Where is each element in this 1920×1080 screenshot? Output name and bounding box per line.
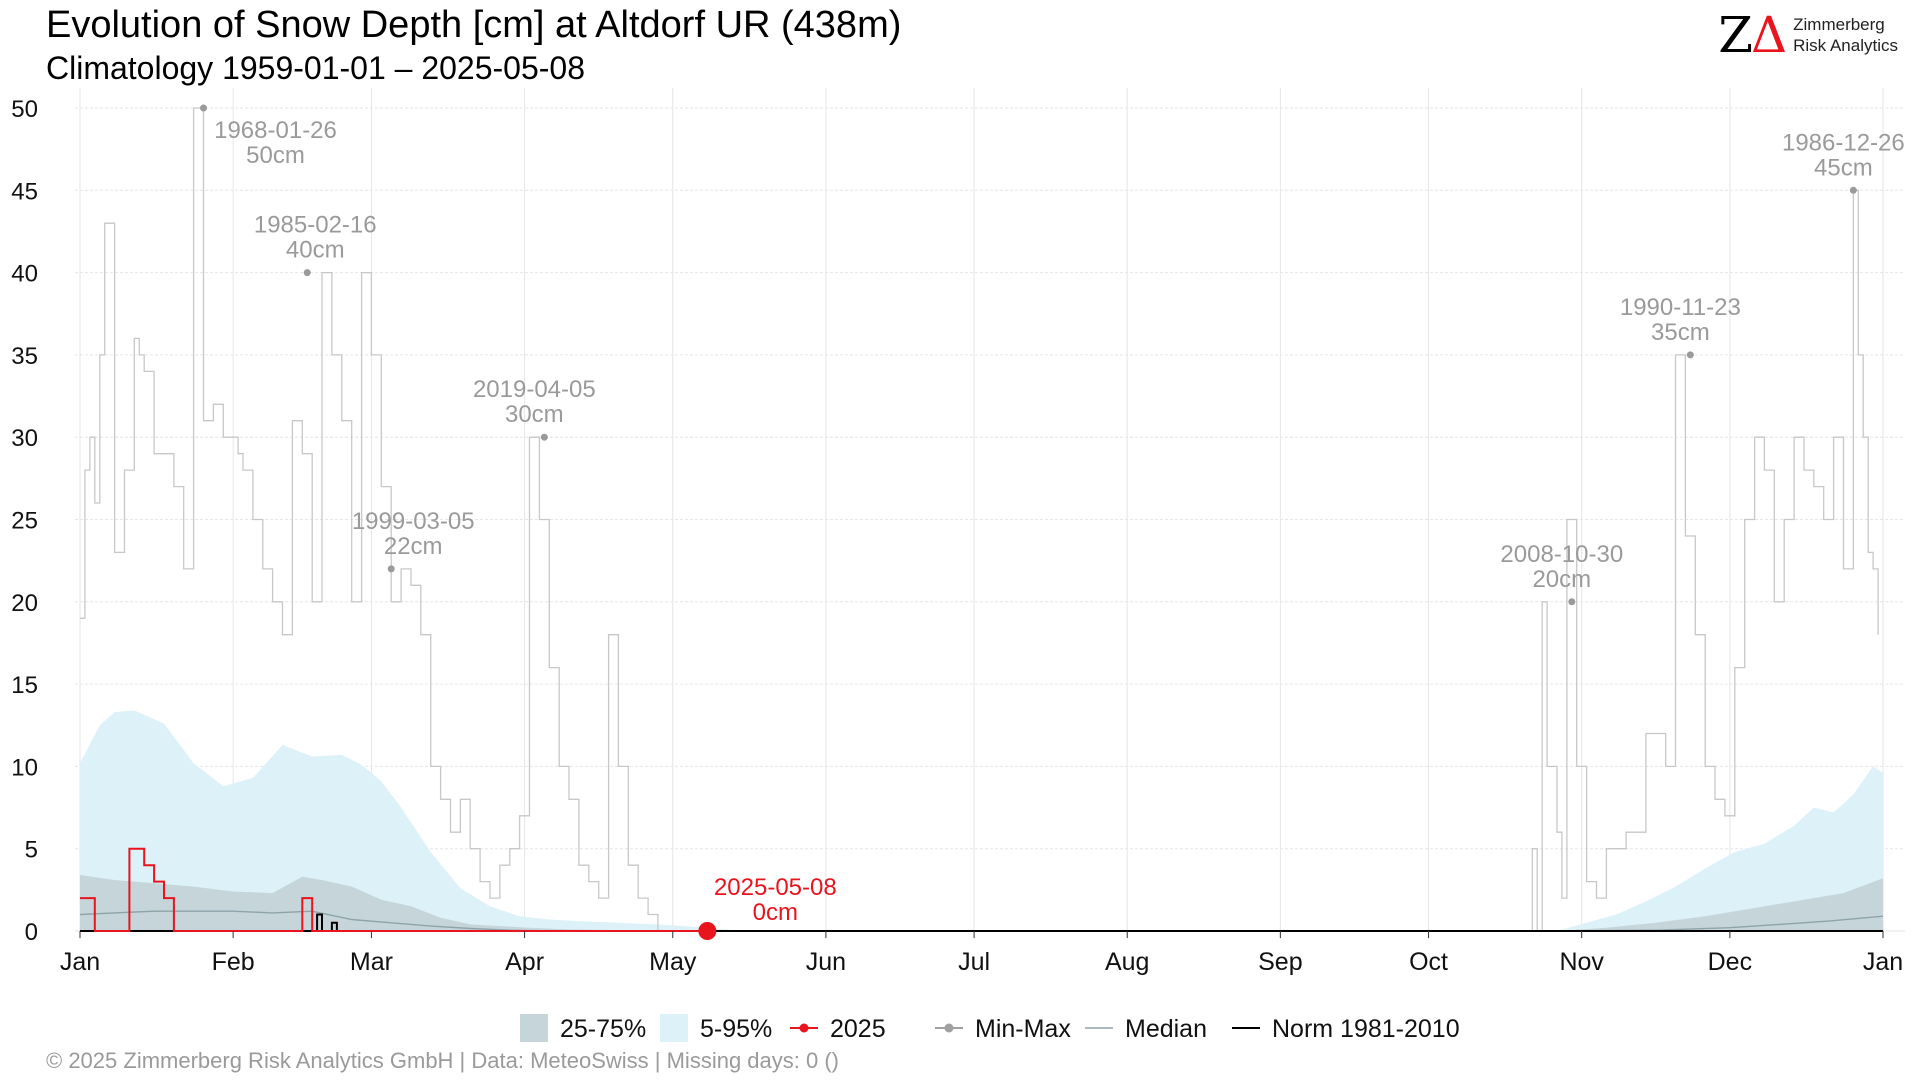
max-record-point [1686,351,1694,359]
y-tick-label: 45 [11,178,38,205]
max-record-value: 30cm [505,401,564,428]
legend-label-median: Median [1125,1015,1207,1043]
series-median [79,910,1884,932]
y-tick-label: 30 [11,425,38,452]
max-record-point [1568,598,1576,606]
x-tick-label: Nov [1559,948,1604,976]
y-tick-label: 50 [11,96,38,123]
data-source-caption: © 2025 Zimmerberg Risk Analytics GmbH | … [46,1048,839,1073]
max-record-value: 45cm [1814,154,1873,181]
logo-line-1: Zimmerberg [1793,15,1885,34]
max-record-date: 1990-11-23 [1620,294,1741,321]
company-logo: ZΔ Zimmerberg Risk Analytics [1718,8,1898,62]
chart-subtitle: Climatology 1959-01-01 – 2025-05-08 [46,50,586,86]
legend-label-norm: Norm 1981-2010 [1272,1015,1460,1043]
max-record-value: 40cm [286,237,345,264]
max-record-point [540,433,548,441]
y-tick-label: 0 [25,919,38,946]
current-day-point [698,922,717,940]
max-record-value: 50cm [246,142,305,169]
max-record-value: 35cm [1651,319,1710,346]
chart-legend: 25-75% 5-95% 2025 Min-Max Median Norm 1981-20… [520,1014,1460,1043]
za-logo-mark-icon: ZΔ [1718,6,1787,64]
x-tick-label: May [649,948,697,976]
logo-text: Zimmerberg Risk Analytics [1793,14,1898,56]
legend-dot-current [799,1023,809,1033]
x-tick-label: Sep [1258,948,1302,976]
y-tick-label: 20 [11,590,38,617]
legend-swatch-q25_75 [520,1014,548,1042]
max-record-value: 20cm [1532,566,1591,593]
chart-title: Evolution of Snow Depth [cm] at Altdorf … [46,4,902,46]
legend-swatch-q5_95 [660,1014,688,1042]
grid-lines [75,88,1905,939]
axis-labels: 0 5 10 15 20 25 30 35 40 45 50 Jan Feb Mar Apr May Jun Ju… [11,96,1903,976]
band-25-75- [80,875,1883,931]
x-tick-label: Jan [60,948,100,976]
max-record-date: 2019-04-05 [473,376,596,403]
x-tick-label: Jun [806,948,846,976]
x-tick-label: Jan [1863,948,1903,976]
max-record-point [303,269,311,277]
legend-label-q5_95: 5-95% [700,1015,772,1043]
legend-dot-minmax [944,1023,954,1033]
x-tick-label: Apr [505,948,544,976]
x-tick-label: Dec [1708,948,1752,976]
x-tick-label: Feb [212,948,255,976]
x-tick-label: Mar [350,948,393,976]
series-2025 [80,847,708,932]
snow-depth-chart: 0 5 10 15 20 25 30 35 40 45 50 Jan Feb Mar Apr May Jun Ju… [11,88,1905,976]
series-min-max [80,107,1879,932]
series-lines [79,107,1884,932]
max-record-point [199,104,207,112]
current-day-value: 0cm [753,899,798,926]
y-tick-label: 5 [25,837,38,864]
max-record-point [387,565,395,573]
legend-label-q25_75: 25-75% [560,1015,646,1043]
logo-line-2: Risk Analytics [1793,36,1898,55]
max-record-value: 22cm [384,533,443,560]
max-record-point [1849,186,1857,194]
legend-label-minmax: Min-Max [975,1015,1071,1043]
max-record-date: 1999-03-05 [352,508,475,535]
y-tick-label: 15 [11,672,38,699]
y-tick-label: 25 [11,508,38,535]
x-tick-label: Oct [1409,948,1448,976]
y-tick-label: 35 [11,343,38,370]
y-tick-label: 40 [11,261,38,288]
max-record-date: 1985-02-16 [254,212,377,239]
max-record-date: 1986-12-26 [1782,129,1905,156]
legend-label-current: 2025 [830,1015,886,1043]
percentile-bands [80,710,1883,931]
x-tick-label: Jul [958,948,990,976]
x-tick-label: Aug [1105,948,1149,976]
max-record-date: 2008-10-30 [1500,541,1623,568]
current-day-date: 2025-05-08 [714,874,837,901]
max-record-date: 1968-01-26 [214,117,337,144]
y-tick-label: 10 [11,754,38,781]
